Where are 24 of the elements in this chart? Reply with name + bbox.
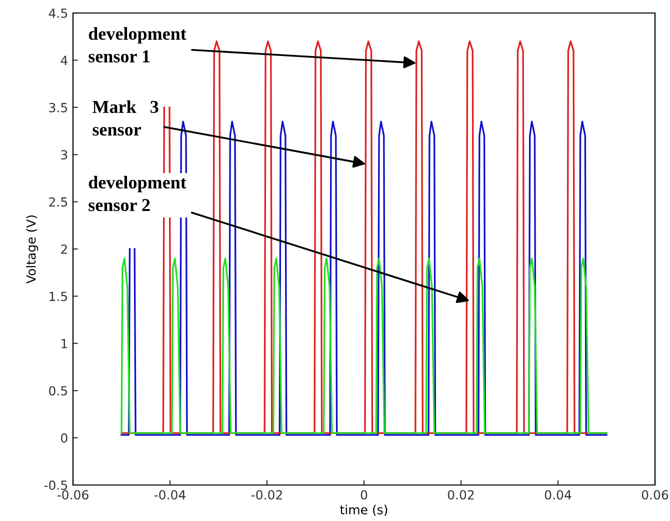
x-tick-label: -0.02 bbox=[251, 490, 282, 500]
x-tick-label: 0.04 bbox=[544, 490, 572, 500]
y-tick-label: 2.5 bbox=[49, 197, 68, 207]
y-tick-label: 3.5 bbox=[49, 102, 68, 112]
y-tick-label: 4 bbox=[60, 56, 68, 65]
y-tick-label: 0.5 bbox=[49, 386, 68, 396]
y-axis-title: Voltage (V) bbox=[26, 215, 38, 284]
x-tick-label: 0.02 bbox=[448, 490, 474, 500]
y-tick-label: 2 bbox=[61, 244, 67, 254]
y-tick-label: 0 bbox=[61, 433, 68, 443]
y-tick-label: -0.5 bbox=[44, 480, 68, 490]
x-axis-title: time (s) bbox=[340, 504, 388, 516]
y-tick-label: 4.5 bbox=[48, 8, 68, 18]
annotation: development sensor 2 bbox=[88, 176, 186, 212]
annotation: Mark 3 sensor bbox=[92, 100, 158, 136]
x-tick-label: 0.06 bbox=[642, 490, 668, 500]
y-tick-label: 3 bbox=[61, 150, 68, 160]
x-tick-label: 0 bbox=[360, 490, 368, 500]
y-tick-label: 1 bbox=[62, 339, 67, 348]
annotation: development sensor 1 bbox=[88, 27, 186, 63]
line-series bbox=[120, 258, 608, 434]
x-tick-label: -0.06 bbox=[57, 490, 88, 500]
y-tick-label: 1.5 bbox=[50, 292, 68, 302]
x-tick-label: -0.04 bbox=[154, 490, 186, 500]
